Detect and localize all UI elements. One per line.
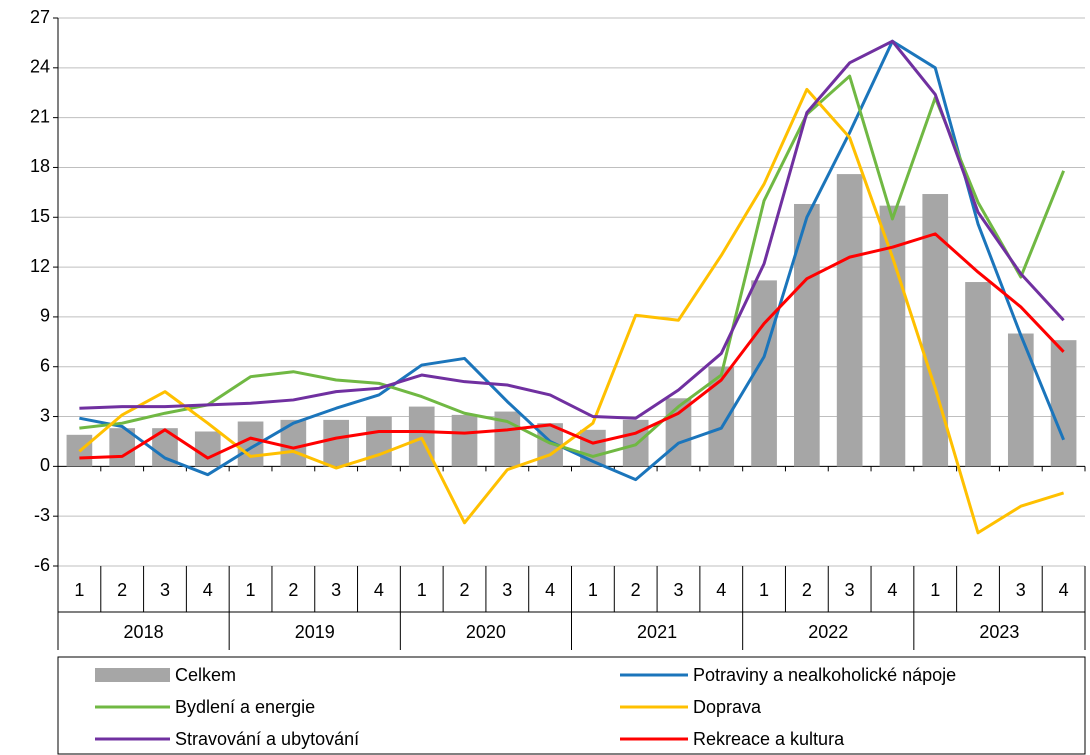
year-label: 2020 [466,622,506,642]
x-tick-label: 2 [973,580,983,600]
x-tick-label: 2 [117,580,127,600]
x-tick-label: 3 [502,580,512,600]
bar [1050,340,1077,467]
x-tick-label: 1 [588,580,598,600]
x-tick-label: 1 [930,580,940,600]
line [79,232,1065,460]
x-tick-label: 4 [545,580,555,600]
x-tick-label: 4 [374,580,384,600]
year-label: 2023 [979,622,1019,642]
legend-box [57,656,1086,755]
line [78,87,1065,535]
x-tick-label: 2 [460,580,470,600]
line [79,74,1065,458]
y-tick-label: 21 [30,106,50,126]
year-label: 2019 [295,622,335,642]
x-tick-label: 4 [716,580,726,600]
year-label: 2018 [124,622,164,642]
x-tick-label: 1 [417,580,427,600]
year-label: 2021 [637,622,677,642]
year-label: 2022 [808,622,848,642]
y-tick-label: 12 [30,256,50,276]
legend-label: Doprava [693,697,762,717]
y-tick-label: -3 [34,505,50,525]
bar [323,419,349,467]
y-tick-label: 0 [40,455,50,475]
y-tick-label: 9 [40,306,50,326]
x-tick-label: 4 [887,580,897,600]
y-tick-label: 15 [30,206,50,226]
x-tick-label: 3 [160,580,170,600]
legend-label: Rekreace a kultura [693,729,845,749]
legend-label: Celkem [175,665,236,685]
x-tick-label: 3 [1016,580,1026,600]
x-tick-label: 3 [673,580,683,600]
y-tick-label: 24 [30,57,50,77]
x-tick-label: 1 [74,580,84,600]
legend-label: Bydlení a energie [175,697,315,717]
line [79,39,1065,482]
bar [836,174,863,467]
y-tick-label: 6 [40,355,50,375]
x-tick-label: 2 [802,580,812,600]
x-tick-label: 1 [759,580,769,600]
x-tick-label: 2 [288,580,298,600]
y-tick-label: -6 [34,555,50,575]
x-tick-label: 3 [845,580,855,600]
y-tick-label: 18 [30,156,50,176]
line [79,39,1065,420]
y-tick-label: 3 [40,405,50,425]
bar [451,414,478,467]
x-tick-label: 2 [631,580,641,600]
legend-label: Potraviny a nealkoholické nápoje [693,665,956,685]
legend-swatch [95,668,170,682]
bar [194,431,221,467]
y-tick-label: 27 [30,7,50,27]
legend-label: Stravování a ubytování [175,729,359,749]
bar [965,282,991,467]
x-tick-label: 4 [1059,580,1069,600]
x-tick-label: 4 [203,580,213,600]
x-tick-label: 3 [331,580,341,600]
x-tick-label: 1 [246,580,256,600]
bar [665,398,692,467]
